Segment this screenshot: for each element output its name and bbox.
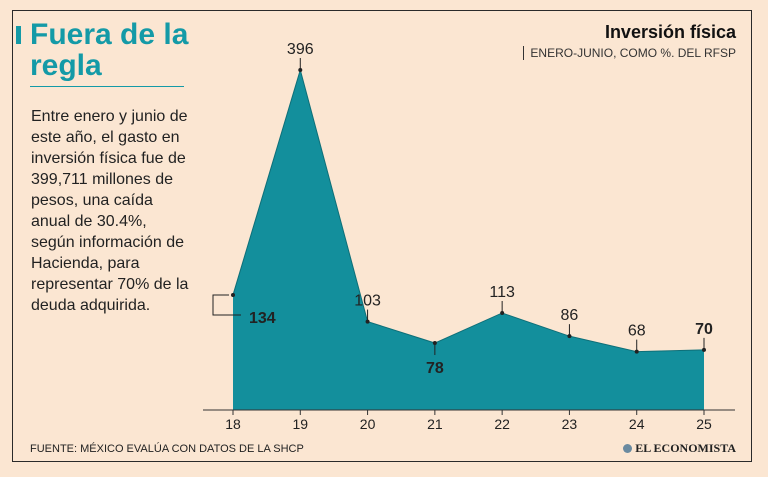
x-tick-label: 20 bbox=[360, 416, 376, 432]
x-tick-label: 25 bbox=[696, 416, 712, 432]
data-label: 134 bbox=[249, 310, 276, 327]
data-point bbox=[231, 292, 235, 297]
x-tick-label: 19 bbox=[292, 416, 308, 432]
data-label: 78 bbox=[426, 360, 444, 377]
data-label: 396 bbox=[287, 41, 314, 58]
chart-title: Inversión física bbox=[604, 22, 736, 42]
brand-dot-icon bbox=[623, 444, 633, 453]
brand-name: EL ECONOMISTA bbox=[635, 441, 736, 455]
x-tick-label: 22 bbox=[494, 416, 510, 432]
data-label: 113 bbox=[489, 284, 515, 301]
x-tick-label: 21 bbox=[427, 416, 443, 432]
data-label: 68 bbox=[628, 323, 646, 340]
title-divider bbox=[30, 86, 184, 87]
title-accent-bar bbox=[16, 26, 21, 44]
data-label: 86 bbox=[561, 307, 579, 324]
chart-frame bbox=[12, 10, 752, 462]
description-text: Entre enero y junio de este año, el gast… bbox=[31, 108, 189, 314]
data-label: 70 bbox=[695, 321, 713, 338]
x-tick-label: 23 bbox=[562, 416, 578, 432]
area-series bbox=[233, 70, 704, 410]
chart-subtitle: ENERO-JUNIO, COMO %. DEL RFSP bbox=[523, 46, 736, 60]
area-outline bbox=[232, 68, 705, 353]
x-tick-label: 18 bbox=[225, 416, 241, 432]
page-title: Fuera de la regla bbox=[30, 18, 189, 82]
data-label: 103 bbox=[354, 293, 381, 310]
x-tick-label: 24 bbox=[629, 416, 645, 432]
callout-bracket bbox=[212, 294, 241, 316]
source-note: FUENTE: MÉXICO EVALÚA CON DATOS DE LA SH… bbox=[30, 443, 304, 455]
brand-logo: EL ECONOMISTA bbox=[623, 441, 736, 456]
